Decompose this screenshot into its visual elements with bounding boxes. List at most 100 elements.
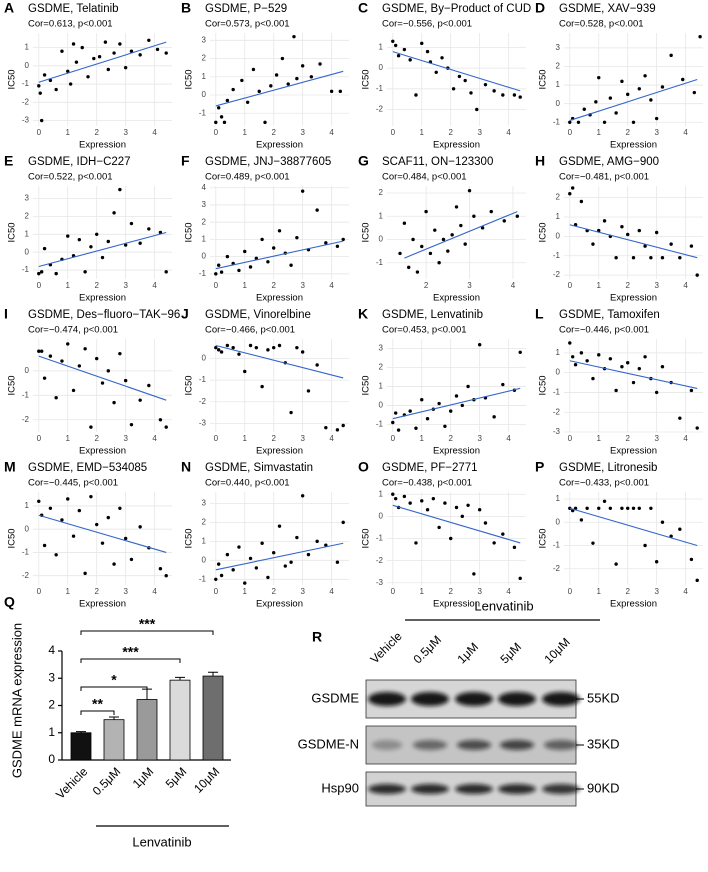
point <box>95 522 99 527</box>
y-axis-label: IC50 <box>184 222 195 242</box>
point <box>324 425 328 430</box>
point <box>89 245 93 249</box>
point <box>454 394 459 398</box>
panel-letter: B <box>181 0 191 16</box>
point <box>292 34 296 39</box>
point <box>614 255 618 260</box>
point <box>449 409 453 413</box>
y-tick-label: -1 <box>22 548 30 557</box>
point <box>335 560 340 564</box>
point <box>164 270 168 274</box>
point <box>318 62 322 66</box>
x-tick-label: 3 <box>477 434 482 443</box>
band <box>456 740 492 750</box>
panel-letter: I <box>4 306 8 322</box>
x-tick-label: 2 <box>448 587 453 596</box>
x-axis-label: Expression <box>256 446 303 457</box>
x-tick-label: 0 <box>37 587 42 596</box>
point <box>637 228 641 233</box>
point <box>80 45 84 50</box>
y-tick-label: -2 <box>22 97 30 106</box>
point <box>112 211 116 215</box>
point <box>643 74 647 78</box>
y-tick-label: 0 <box>48 752 55 766</box>
x-tick-label: 4 <box>329 434 334 443</box>
panel-title: GSDME, EMD−534085 <box>28 462 147 474</box>
size-label: 35KD <box>587 736 620 751</box>
panel-letter: L <box>535 306 544 322</box>
point <box>579 518 584 522</box>
x-axis-label: Expression <box>610 599 657 610</box>
point <box>48 78 53 83</box>
y-tick-label: 0 <box>379 401 384 410</box>
panel-title: GSDME, JNJ−38877605 <box>205 156 331 168</box>
point <box>402 221 407 225</box>
panel-letter: D <box>535 0 545 16</box>
y-axis-label: IC50 <box>184 69 195 89</box>
trend-line <box>38 231 167 268</box>
y-tick-label: -3 <box>199 418 207 427</box>
point <box>42 376 47 380</box>
panel-letter: J <box>181 306 189 322</box>
point <box>315 363 319 367</box>
panel-subtitle: Cor=−0.556, p<0.001 <box>382 19 472 30</box>
x-tick-label: 4 <box>329 281 334 290</box>
point <box>689 244 694 248</box>
point <box>106 515 110 520</box>
x-tick-label: 2 <box>271 281 276 290</box>
point <box>407 265 411 270</box>
y-tick-label: 2 <box>202 217 207 226</box>
y-tick-label: 2 <box>379 188 384 197</box>
point <box>300 64 305 68</box>
point <box>37 349 41 353</box>
trend-line <box>569 224 698 259</box>
y-tick-label: 2 <box>379 363 384 372</box>
trend-line <box>38 514 167 553</box>
point <box>103 40 108 44</box>
point <box>106 67 110 72</box>
point <box>602 219 607 223</box>
trend-line <box>569 507 698 547</box>
point <box>257 89 261 94</box>
point <box>512 545 517 550</box>
significance-bracket <box>80 658 181 663</box>
point <box>118 506 122 510</box>
point <box>681 77 685 82</box>
point <box>100 381 105 385</box>
point <box>469 91 473 95</box>
point <box>391 420 395 425</box>
point <box>437 401 441 406</box>
point <box>254 566 259 570</box>
point <box>155 47 160 52</box>
y-tick-label: 1 <box>556 212 561 221</box>
point <box>260 237 264 242</box>
point <box>147 227 151 231</box>
point <box>626 361 630 365</box>
trend-line <box>38 41 167 83</box>
panel-title: GSDME, IDH−C227 <box>28 156 131 168</box>
band <box>498 692 536 706</box>
x-tick-label: 0 <box>568 434 573 443</box>
point <box>92 56 96 61</box>
point <box>100 255 105 260</box>
y-tick-label: -3 <box>553 427 561 436</box>
panel-title: GSDME, Telatinib <box>28 3 119 15</box>
western-blot: R Lenvatinib Vehicle 0.5μM 1μM 5μM 10μM GSDME 55… <box>298 598 620 807</box>
point <box>158 567 163 571</box>
panel-title: GSDME, AMG−900 <box>559 156 659 168</box>
point <box>286 82 290 86</box>
x-tick-label: 5μM <box>163 764 190 791</box>
x-tick-label: 1 <box>66 128 71 137</box>
y-tick-label: 1 <box>202 536 207 545</box>
point <box>138 525 142 529</box>
point <box>106 369 110 373</box>
row-label: GSDME-N <box>298 736 359 751</box>
point <box>95 356 99 361</box>
y-tick-label: -2 <box>22 571 30 580</box>
y-axis-label: IC50 <box>538 222 549 242</box>
band <box>499 740 535 750</box>
y-axis-label: IC50 <box>7 528 18 548</box>
point <box>594 100 598 104</box>
x-tick-label: 4 <box>506 128 511 137</box>
point <box>95 232 99 236</box>
